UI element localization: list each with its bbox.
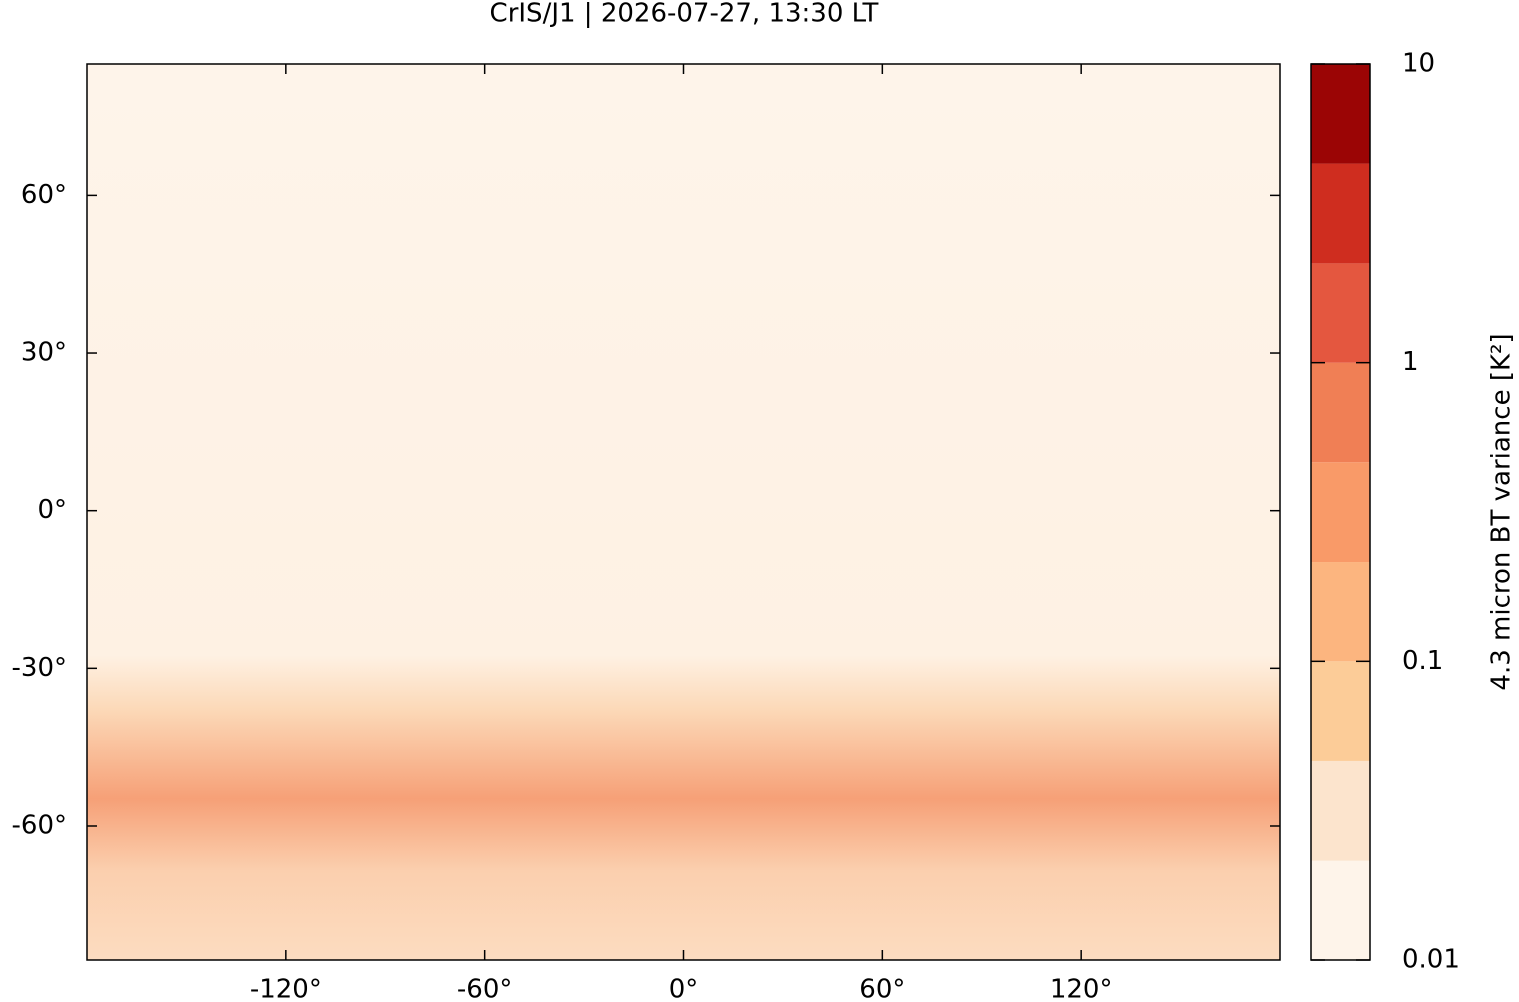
colorbar-tick-label: 1 bbox=[1402, 347, 1419, 377]
x-tick-label: -60° bbox=[457, 975, 512, 1002]
y-tick-label: -60° bbox=[12, 810, 67, 840]
colorbar-frame bbox=[1310, 63, 1371, 961]
x-tick-label: 120° bbox=[1050, 975, 1113, 1002]
colorbar-band bbox=[1311, 661, 1370, 761]
colorbar-band bbox=[1311, 860, 1370, 960]
y-tick-label: 30° bbox=[21, 338, 67, 368]
colorbar-tick-label: 0.1 bbox=[1402, 646, 1443, 676]
y-tick-label: 60° bbox=[21, 180, 67, 210]
colorbar-band bbox=[1311, 462, 1370, 563]
x-tick-label: 0° bbox=[669, 975, 699, 1002]
colorbar-band bbox=[1311, 64, 1370, 164]
x-tick-label: 60° bbox=[859, 975, 905, 1002]
colorbar-band bbox=[1311, 562, 1370, 662]
x-tick-label: -120° bbox=[250, 975, 322, 1002]
y-tick-label: -30° bbox=[12, 653, 67, 683]
colorbar-label: 4.3 micron BT variance [K²] bbox=[1487, 333, 1517, 690]
colorbar-band bbox=[1311, 362, 1370, 463]
colorbar-tick-label: 0.01 bbox=[1402, 945, 1460, 975]
colorbar-band bbox=[1311, 163, 1370, 264]
colorbar-band bbox=[1311, 263, 1370, 363]
chart-title: CrIS/J1 | 2026-07-27, 13:30 LT bbox=[490, 0, 879, 29]
map-field bbox=[87, 64, 1280, 960]
y-tick-label: 0° bbox=[37, 495, 67, 525]
colorbar-tick-label: 10 bbox=[1402, 49, 1435, 79]
colorbar-band bbox=[1311, 760, 1370, 861]
